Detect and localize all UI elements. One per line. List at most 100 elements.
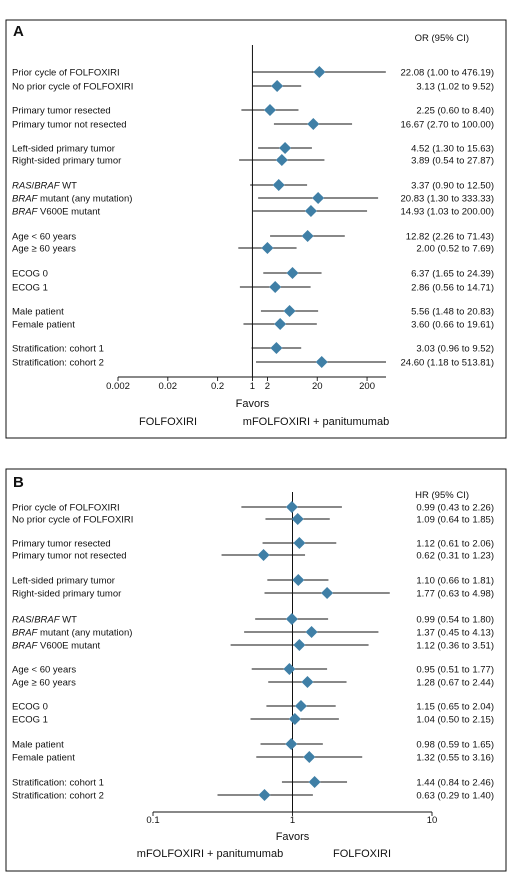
point-estimate-marker (308, 776, 321, 788)
subgroup-label-part: BRAF (12, 193, 39, 204)
forest-row: Age ≥ 60 years 1.28 (0.67 to 2.44) (12, 676, 494, 688)
point-estimate-marker (286, 267, 299, 279)
point-estimate-marker (303, 751, 316, 763)
subgroup-label-part: WT (60, 180, 78, 191)
subgroup-label: RAS/BRAF WT (12, 180, 77, 191)
estimate-ci-text: 1.37 (0.45 to 4.13) (416, 627, 494, 638)
x-tick-label: 200 (359, 381, 375, 392)
point-estimate-marker (301, 230, 314, 242)
estimate-ci-text: 0.95 (0.51 to 1.77) (416, 664, 494, 675)
subgroup-label-part: Prior cycle of FOLFOXIRI (12, 67, 120, 78)
subgroup-label-part: BRAF (34, 180, 61, 191)
subgroup-label: Prior cycle of FOLFOXIRI (12, 67, 120, 78)
x-tick-label: 2 (265, 381, 270, 392)
panel-frame (5, 468, 507, 872)
forest-row: BRAF mutant (any mutation) 1.37 (0.45 to … (12, 626, 494, 638)
point-estimate-marker (321, 587, 334, 599)
subgroup-label-part: / (32, 614, 35, 625)
subgroup-label-part: V600E mutant (37, 206, 100, 217)
x-tick-label: 10 (427, 815, 438, 826)
subgroup-label: ECOG 1 (12, 714, 48, 725)
subgroup-label: Age < 60 years (12, 664, 76, 675)
x-axis-label: Favors (236, 398, 270, 410)
subgroup-label-part: No prior cycle of FOLFOXIRI (12, 514, 133, 525)
subgroup-label-part: BRAF (12, 627, 39, 638)
favors-right-label: mFOLFOXIRI + panitumumab (243, 416, 389, 428)
x-tick-label: 20 (312, 381, 323, 392)
subgroup-label: No prior cycle of FOLFOXIRI (12, 81, 133, 92)
estimate-ci-text: 3.37 (0.90 to 12.50) (411, 180, 494, 191)
point-estimate-marker (293, 537, 306, 549)
estimate-ci-text: 5.56 (1.48 to 20.83) (411, 306, 494, 317)
subgroup-label: Age < 60 years (12, 231, 76, 242)
subgroup-label: ECOG 1 (12, 282, 48, 293)
subgroup-label-part: Stratification: cohort 2 (12, 790, 104, 801)
subgroup-label-part: ECOG 0 (12, 701, 48, 712)
subgroup-label: Left-sided primary tumor (12, 575, 115, 586)
subgroup-label: No prior cycle of FOLFOXIRI (12, 514, 133, 525)
forest-row: Prior cycle of FOLFOXIRI 22.08 (1.00 to 4… (12, 66, 494, 78)
estimate-ci-text: 2.00 (0.52 to 7.69) (416, 243, 494, 254)
subgroup-label: Primary tumor not resected (12, 550, 127, 561)
point-estimate-marker (263, 104, 276, 116)
point-estimate-marker (283, 305, 296, 317)
subgroup-label-part: No prior cycle of FOLFOXIRI (12, 81, 133, 92)
x-axis-label: Favors (276, 831, 310, 843)
subgroup-label: Left-sided primary tumor (12, 143, 115, 154)
subgroup-label: Right-sided primary tumor (12, 155, 121, 166)
estimate-ci-text: 6.37 (1.65 to 24.39) (411, 268, 494, 279)
estimate-ci-text: 16.67 (2.70 to 100.00) (401, 119, 495, 130)
point-estimate-marker (258, 789, 271, 801)
forest-row: No prior cycle of FOLFOXIRI 1.09 (0.64 to… (12, 513, 494, 525)
subgroup-label: Stratification: cohort 1 (12, 343, 104, 354)
estimate-ci-text: 1.12 (0.61 to 2.06) (416, 538, 494, 549)
subgroup-label: Female patient (12, 319, 75, 330)
subgroup-label-part: mutant (any mutation) (37, 193, 132, 204)
x-tick-label: 0.02 (159, 381, 178, 392)
point-estimate-marker (288, 713, 301, 725)
point-estimate-marker (275, 154, 288, 166)
estimate-ci-text: 3.60 (0.66 to 19.61) (411, 319, 494, 330)
subgroup-label-part: Age ≥ 60 years (12, 677, 76, 688)
subgroup-label: Age ≥ 60 years (12, 677, 76, 688)
estimate-ci-text: 1.09 (0.64 to 1.85) (416, 514, 494, 525)
forest-panel-b: B HR (95% CI) 0.1 1 10 Favors mFOLFOXIRI + pan… (5, 468, 507, 872)
subgroup-label: Primary tumor not resected (12, 119, 127, 130)
point-estimate-marker (304, 205, 317, 217)
subgroup-label-part: Male patient (12, 306, 64, 317)
subgroup-label-part: BRAF (12, 206, 39, 217)
favors-left-label: mFOLFOXIRI + panitumumab (137, 848, 283, 860)
x-tick-label: 0.2 (211, 381, 224, 392)
forest-row: Male patient 5.56 (1.48 to 20.83) (12, 305, 494, 317)
subgroup-label: Right-sided primary tumor (12, 588, 121, 599)
subgroup-label-part: WT (60, 614, 78, 625)
subgroup-label: BRAF mutant (any mutation) (12, 193, 132, 204)
forest-row: Primary tumor not resected 16.67 (2.70 to… (12, 118, 494, 130)
point-estimate-marker (313, 66, 326, 78)
subgroup-label-part: Right-sided primary tumor (12, 588, 121, 599)
point-estimate-marker (301, 676, 314, 688)
forest-row: BRAF V600E mutant 1.12 (0.36 to 3.51) (12, 639, 494, 651)
forest-row: ECOG 1 2.86 (0.56 to 14.71) (12, 281, 494, 293)
forest-row: Stratification: cohort 1 1.44 (0.84 to 2.… (12, 776, 494, 788)
estimate-ci-text: 20.83 (1.30 to 333.33) (401, 193, 495, 204)
subgroup-label-part: mutant (any mutation) (37, 627, 132, 638)
forest-row: No prior cycle of FOLFOXIRI 3.13 (1.02 to… (12, 80, 494, 92)
subgroup-label-part: Primary tumor not resected (12, 119, 127, 130)
estimate-ci-text: 1.15 (0.65 to 2.04) (416, 701, 494, 712)
point-estimate-marker (261, 242, 274, 254)
subgroup-label: ECOG 0 (12, 268, 48, 279)
favors-left-label: FOLFOXIRI (139, 416, 197, 428)
subgroup-label-part: Age < 60 years (12, 231, 76, 242)
forest-row: Stratification: cohort 2 24.60 (1.18 to 5… (12, 356, 494, 368)
subgroup-label: Age ≥ 60 years (12, 243, 76, 254)
estimate-ci-text: 1.28 (0.67 to 2.44) (416, 677, 494, 688)
subgroup-label: Female patient (12, 752, 75, 763)
estimate-ci-text: 4.52 (1.30 to 15.63) (411, 143, 494, 154)
subgroup-label-part: Left-sided primary tumor (12, 143, 115, 154)
estimate-ci-text: 3.03 (0.96 to 9.52) (416, 343, 494, 354)
subgroup-label: Stratification: cohort 2 (12, 790, 104, 801)
point-estimate-marker (283, 663, 296, 675)
estimate-ci-text: 22.08 (1.00 to 476.19) (401, 67, 495, 78)
forest-row: Age ≥ 60 years 2.00 (0.52 to 7.69) (12, 242, 494, 254)
